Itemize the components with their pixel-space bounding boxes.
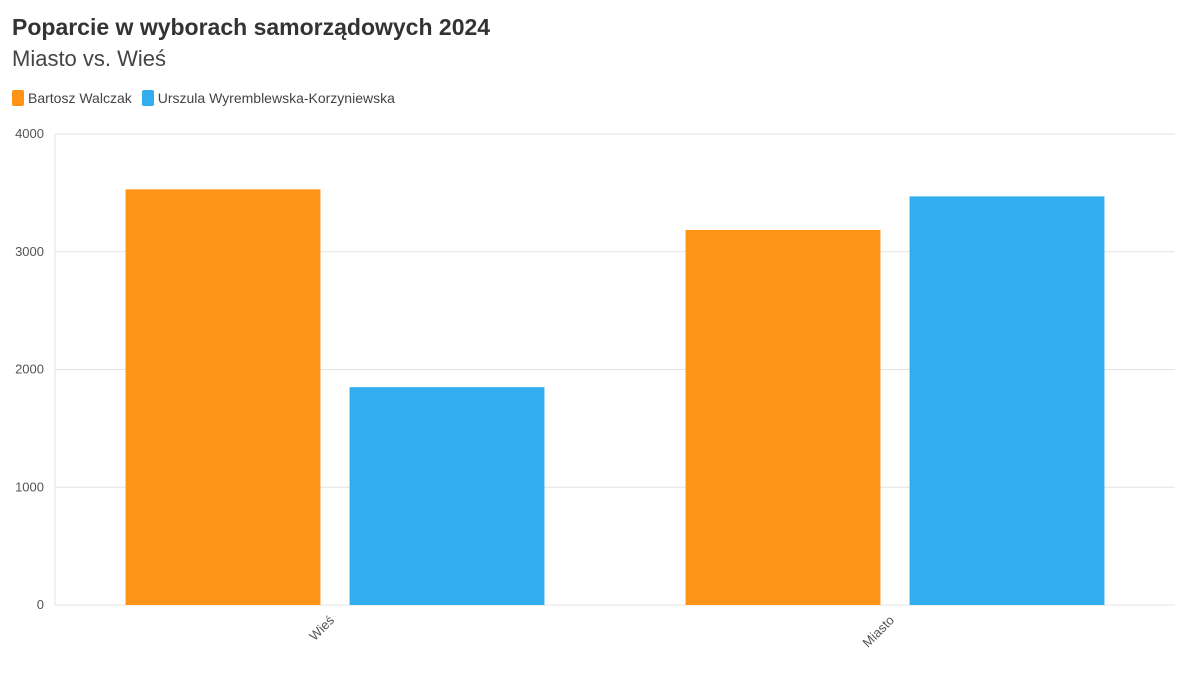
bar-bartosz-walczak: [685, 229, 881, 605]
bar-urszula-wyremblewska-korzyniewska: [349, 387, 545, 605]
y-tick-label: 3000: [15, 244, 44, 259]
legend-label: Bartosz Walczak: [28, 90, 132, 106]
x-tick-label: Wieś: [306, 612, 337, 643]
bar-bartosz-walczak: [125, 189, 321, 605]
y-tick-label: 2000: [15, 362, 44, 377]
legend-item-bartosz-walczak[interactable]: Bartosz Walczak: [12, 90, 132, 106]
legend-item-urszula-wyremblewska-korzyniewska[interactable]: Urszula Wyremblewska-Korzyniewska: [141, 90, 395, 106]
y-tick-label: 1000: [15, 479, 44, 494]
y-tick-label: 0: [37, 597, 44, 612]
chart-subtitle: Miasto vs. Wieś: [12, 46, 167, 71]
y-tick-label: 4000: [15, 126, 44, 141]
legend-swatch-blue: [141, 90, 154, 106]
legend-label: Urszula Wyremblewska-Korzyniewska: [157, 90, 395, 106]
x-tick-label: Miasto: [859, 613, 897, 651]
chart-title: Poparcie w wyborach samorządowych 2024: [12, 14, 491, 40]
legend-swatch-orange: [12, 90, 24, 106]
bar-urszula-wyremblewska-korzyniewska: [909, 196, 1105, 605]
legend: Bartosz Walczak Urszula Wyremblewska-Kor…: [12, 90, 395, 106]
